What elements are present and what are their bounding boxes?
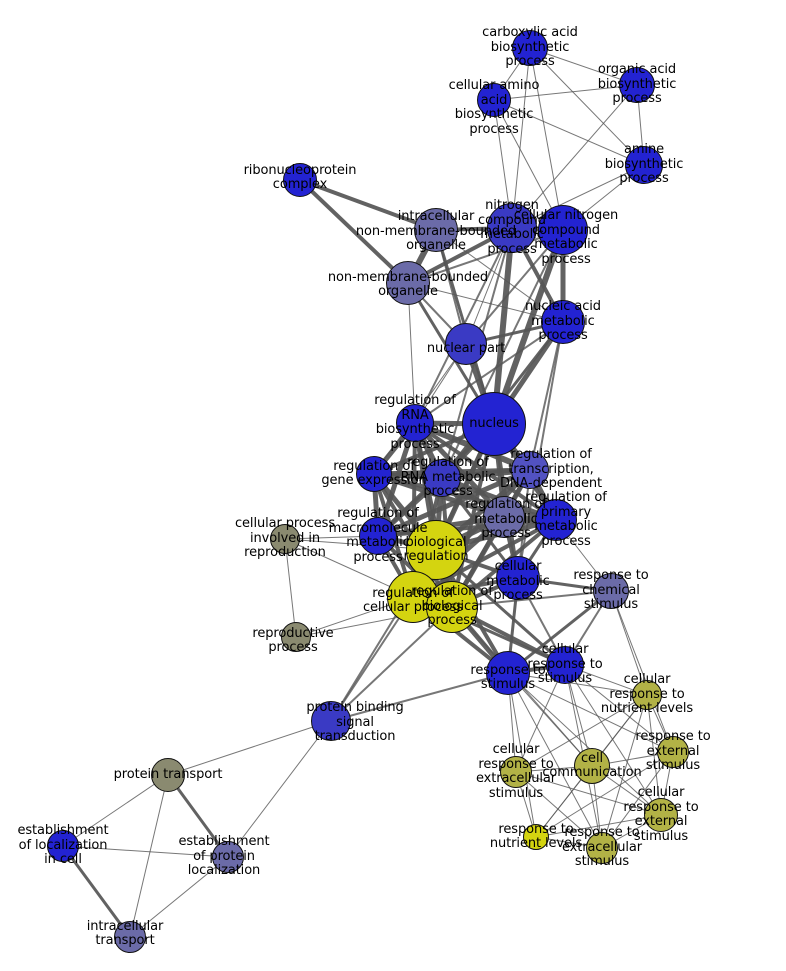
graph-node-biological-regulation[interactable]	[406, 520, 466, 580]
graph-node-reproductive-process[interactable]	[281, 622, 311, 652]
graph-edge	[515, 771, 603, 849]
graph-node-regulation-of-biological-process[interactable]	[426, 581, 478, 633]
graph-node-cellular-response-to-external-stimulus[interactable]	[644, 798, 678, 832]
graph-node-cellular-metabolic-process[interactable]	[496, 556, 540, 600]
graph-edge	[511, 47, 531, 229]
graph-edge	[535, 751, 674, 838]
graph-node-cellular-response-to-extracellular-stimulus[interactable]	[500, 756, 532, 788]
graph-edge	[414, 321, 564, 424]
graph-edge	[376, 518, 558, 538]
graph-edge	[227, 720, 332, 858]
graph-node-regulation-of-rna-metabolic-process[interactable]	[423, 459, 461, 497]
graph-edge	[407, 229, 564, 284]
graph-edge	[515, 771, 662, 816]
graph-edge	[167, 720, 332, 776]
graph-node-regulation-of-rna-biosynthetic-process[interactable]	[396, 404, 434, 442]
graph-node-nucleic-acid-metabolic-process[interactable]	[541, 300, 585, 344]
graph-node-cellular-process-involved-in-reproduction[interactable]	[270, 524, 300, 554]
graph-edge	[451, 590, 612, 608]
graph-edge	[491, 225, 515, 427]
graph-edge	[61, 844, 132, 939]
graph-node-carboxylic-acid-biosynthetic-process[interactable]	[512, 30, 548, 66]
graph-node-cellular-nitrogen-compound-metabolic-process[interactable]	[538, 205, 588, 255]
graph-node-ribonucleoprotein-complex[interactable]	[283, 163, 317, 197]
graph-node-cellular-amino-acid-biosynthetic-process[interactable]	[477, 83, 511, 117]
graph-edge	[493, 84, 638, 101]
graph-node-organic-acid-biosynthetic-process[interactable]	[619, 67, 655, 103]
graph-node-cell-communication[interactable]	[574, 748, 610, 784]
graph-node-label: protein binding signal transduction	[306, 700, 404, 745]
graph-edge	[298, 178, 410, 285]
graph-edge	[491, 227, 566, 427]
graph-edge	[284, 538, 297, 638]
graph-node-cellular-response-to-nutrient-levels[interactable]	[632, 680, 662, 710]
graph-node-regulation-of-metabolic-process[interactable]	[483, 496, 525, 538]
graph-node-amine-biosynthetic-process[interactable]	[625, 146, 663, 184]
graph-node-response-to-external-stimulus[interactable]	[657, 736, 689, 768]
graph-edge	[601, 751, 674, 849]
graph-edge	[515, 694, 648, 773]
graph-edge	[330, 606, 453, 722]
graph-node-nitrogen-compound-metabolic-process[interactable]	[487, 203, 537, 253]
graph-node-protein-transport[interactable]	[151, 758, 185, 792]
graph-node-nucleus[interactable]	[462, 392, 526, 456]
graph-edge	[507, 672, 603, 849]
graph-node-intracellular-non-membrane-bounded-organelle[interactable]	[414, 208, 458, 252]
graph-edge	[564, 664, 674, 753]
graph-edge	[372, 472, 558, 522]
graph-node-nuclear-part[interactable]	[445, 323, 487, 365]
graph-node-response-to-chemical-stimulus[interactable]	[593, 573, 629, 609]
graph-edge	[507, 672, 537, 838]
graph-edge	[507, 672, 674, 753]
graph-node-cellular-response-to-stimulus[interactable]	[546, 646, 584, 684]
graph-edge	[529, 321, 564, 471]
graph-edge	[411, 518, 558, 599]
graph-edge	[407, 282, 416, 424]
graph-node-regulation-of-gene-expression[interactable]	[356, 456, 392, 492]
graph-edge	[529, 47, 564, 231]
graph-edge	[435, 229, 564, 323]
graph-node-regulation-of-macromolecule-metabolic-process[interactable]	[359, 517, 397, 555]
graph-node-protein-binding-signal-transduction[interactable]	[311, 701, 351, 741]
graph-edge	[601, 694, 648, 849]
graph-edge	[493, 99, 645, 166]
graph-node-response-to-nutrient-levels[interactable]	[523, 824, 549, 850]
graph-edge	[298, 178, 438, 232]
graph-node-establishment-of-localization-in-cell[interactable]	[47, 830, 79, 862]
graph-edge	[129, 774, 169, 938]
graph-edge	[62, 774, 169, 847]
graph-edge	[535, 814, 662, 838]
graph-node-response-to-stimulus[interactable]	[486, 651, 530, 695]
graph-edge	[407, 282, 564, 323]
graph-edge	[62, 845, 229, 858]
graph-node-non-membrane-bounded-organelle[interactable]	[386, 261, 430, 305]
graph-node-response-to-extracellular-stimulus[interactable]	[586, 832, 618, 864]
graph-node-establishment-of-protein-localization[interactable]	[212, 841, 244, 873]
graph-node-regulation-of-transcription-dna-dependent[interactable]	[511, 451, 549, 489]
graph-edge	[610, 590, 648, 696]
graph-edge	[330, 672, 509, 722]
graph-edge	[610, 590, 674, 753]
graph-node-regulation-of-primary-metabolic-process[interactable]	[535, 499, 577, 541]
graph-edge	[511, 84, 638, 229]
graph-edge	[529, 47, 645, 166]
graph-edge	[507, 672, 662, 816]
graph-edge	[515, 664, 566, 773]
graph-edge	[129, 856, 229, 938]
graph-node-intracellular-transport[interactable]	[114, 921, 146, 953]
